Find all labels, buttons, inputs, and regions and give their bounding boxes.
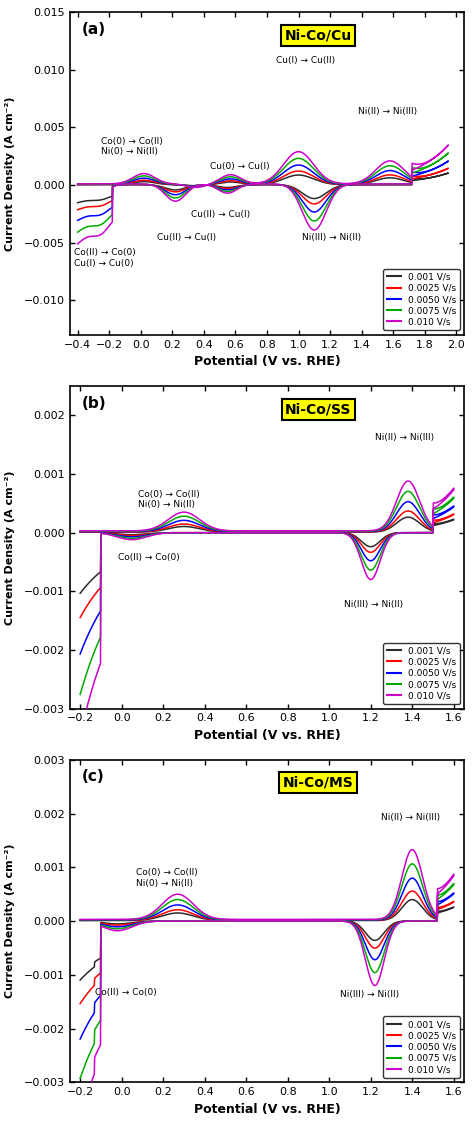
Text: Cu(II) → Cu(I): Cu(II) → Cu(I) [191, 210, 250, 219]
Text: (b): (b) [82, 396, 106, 410]
Text: Ni(II) → Ni(III): Ni(II) → Ni(III) [375, 433, 434, 442]
Legend: 0.001 V/s, 0.0025 V/s, 0.0050 V/s, 0.0075 V/s, 0.010 V/s: 0.001 V/s, 0.0025 V/s, 0.0050 V/s, 0.007… [383, 269, 460, 330]
Text: Cu(I) → Cu(II): Cu(I) → Cu(II) [276, 56, 336, 65]
Text: Co(II) → Co(0): Co(II) → Co(0) [95, 988, 156, 997]
Text: Co(II) → Co(0): Co(II) → Co(0) [118, 553, 179, 562]
X-axis label: Potential (V vs. RHE): Potential (V vs. RHE) [193, 1103, 340, 1116]
X-axis label: Potential (V vs. RHE): Potential (V vs. RHE) [193, 729, 340, 742]
Text: (a): (a) [82, 22, 106, 37]
Legend: 0.001 V/s, 0.0025 V/s, 0.0050 V/s, 0.0075 V/s, 0.010 V/s: 0.001 V/s, 0.0025 V/s, 0.0050 V/s, 0.007… [383, 643, 460, 704]
Text: Ni-Co/Cu: Ni-Co/Cu [285, 28, 352, 43]
Text: Ni(III) → Ni(II): Ni(III) → Ni(II) [344, 600, 403, 609]
Legend: 0.001 V/s, 0.0025 V/s, 0.0050 V/s, 0.0075 V/s, 0.010 V/s: 0.001 V/s, 0.0025 V/s, 0.0050 V/s, 0.007… [383, 1016, 460, 1078]
Text: Cu(II) → Cu(I): Cu(II) → Cu(I) [156, 234, 216, 243]
Text: Co(0) → Co(II)
Ni(0) → Ni(II): Co(0) → Co(II) Ni(0) → Ni(II) [138, 490, 200, 509]
Text: Ni(III) → Ni(II): Ni(III) → Ni(II) [301, 234, 361, 243]
Y-axis label: Current Density (A cm⁻²): Current Density (A cm⁻²) [5, 470, 15, 625]
Text: Co(0) → Co(II)
Ni(0) → Ni(II): Co(0) → Co(II) Ni(0) → Ni(II) [136, 869, 198, 888]
Text: (c): (c) [82, 770, 104, 785]
Text: Co(II) → Co(0)
Cu(I) → Cu(0): Co(II) → Co(0) Cu(I) → Cu(0) [74, 248, 136, 268]
X-axis label: Potential (V vs. RHE): Potential (V vs. RHE) [193, 355, 340, 369]
Text: Ni(II) → Ni(III): Ni(II) → Ni(III) [358, 107, 418, 116]
Y-axis label: Current Density (A cm⁻²): Current Density (A cm⁻²) [5, 97, 15, 251]
Text: Ni-Co/SS: Ni-Co/SS [285, 402, 351, 416]
Text: Ni-Co/MS: Ni-Co/MS [283, 776, 354, 790]
Text: Cu(0) → Cu(I): Cu(0) → Cu(I) [210, 162, 270, 171]
Y-axis label: Current Density (A cm⁻²): Current Density (A cm⁻²) [5, 844, 15, 998]
Text: Ni(II) → Ni(III): Ni(II) → Ni(III) [381, 813, 440, 822]
Text: Co(0) → Co(II)
Ni(0) → Ni(II): Co(0) → Co(II) Ni(0) → Ni(II) [101, 137, 163, 156]
Text: Ni(III) → Ni(II): Ni(III) → Ni(II) [339, 990, 399, 999]
